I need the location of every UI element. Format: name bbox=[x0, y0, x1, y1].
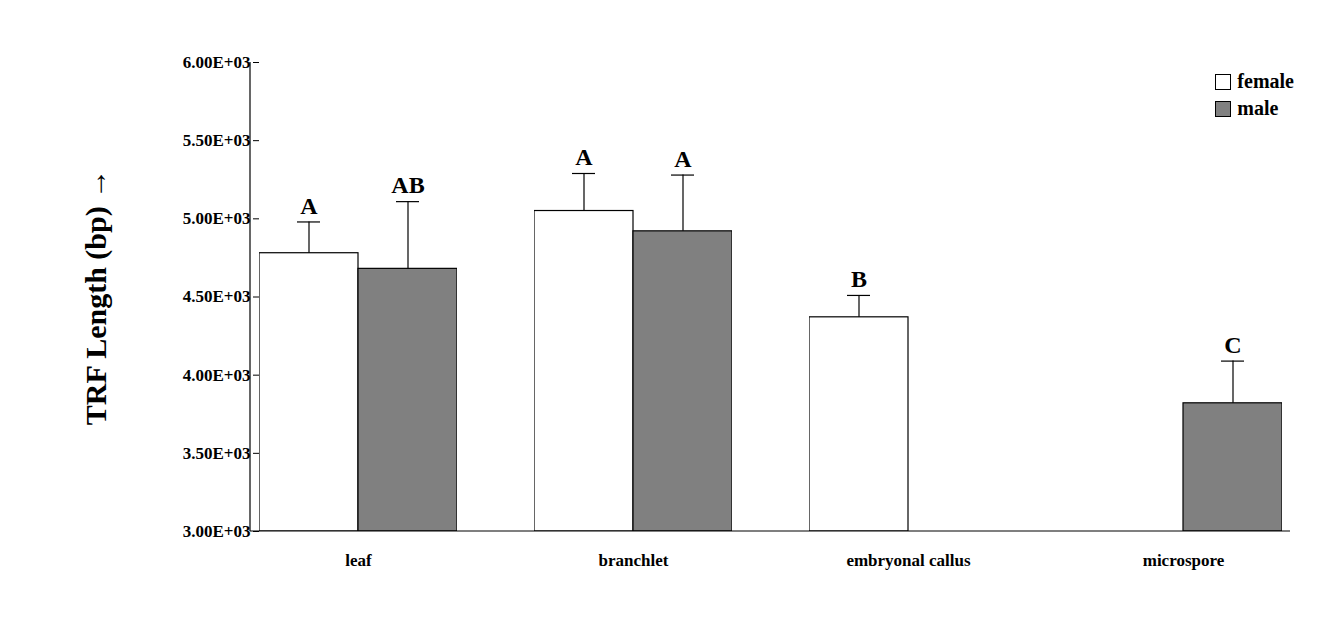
svg-text:5.50E+03: 5.50E+03 bbox=[183, 131, 251, 150]
svg-text:TRF Length (bp) →: TRF Length (bp) → bbox=[79, 169, 113, 425]
svg-text:embryonal callus: embryonal callus bbox=[846, 551, 971, 570]
svg-text:6.00E+03: 6.00E+03 bbox=[183, 53, 251, 72]
svg-text:5.00E+03: 5.00E+03 bbox=[183, 209, 251, 228]
svg-text:AB: AB bbox=[391, 172, 424, 198]
svg-text:4.50E+03: 4.50E+03 bbox=[183, 287, 251, 306]
html-text:male: male bbox=[1237, 97, 1279, 119]
svg-text:C: C bbox=[1224, 332, 1241, 358]
svg-text:3.00E+03: 3.00E+03 bbox=[183, 522, 251, 541]
svg-text:leaf: leaf bbox=[345, 551, 372, 570]
svg-text:4.00E+03: 4.00E+03 bbox=[183, 366, 251, 385]
svg-text:B: B bbox=[851, 266, 867, 292]
svg-text:microspore: microspore bbox=[1143, 551, 1225, 570]
svg-text:A: A bbox=[300, 193, 318, 219]
html-text:female: female bbox=[1237, 70, 1294, 92]
svg-text:A: A bbox=[674, 146, 692, 172]
svg-text:branchlet: branchlet bbox=[599, 551, 669, 570]
svg-text:A: A bbox=[575, 144, 593, 170]
svg-text:3.50E+03: 3.50E+03 bbox=[183, 444, 251, 463]
